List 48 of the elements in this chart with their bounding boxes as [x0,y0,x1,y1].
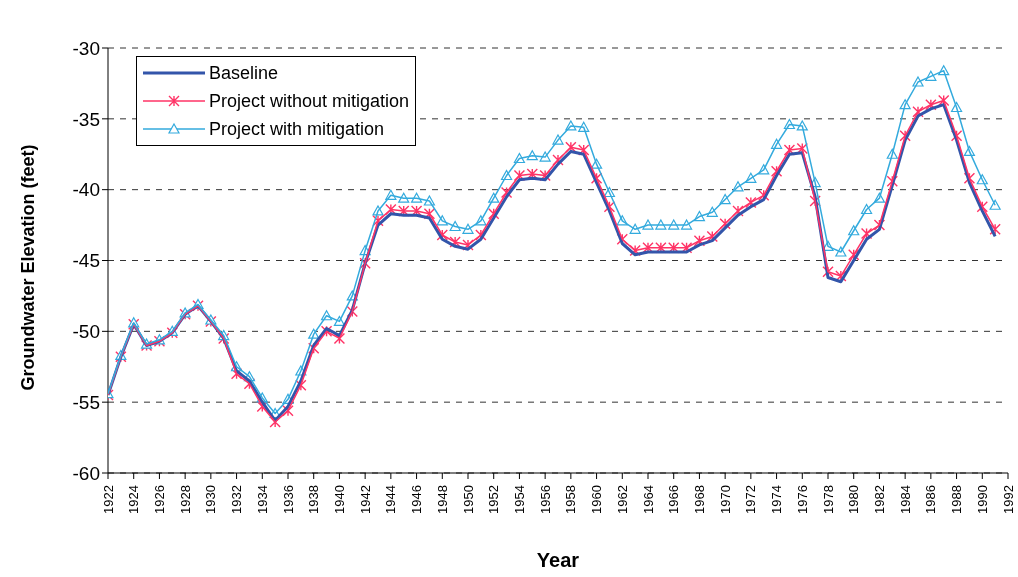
x-tick-label: 1984 [897,485,913,514]
x-tick-label: 1966 [666,485,682,514]
y-tick-label: -50 [72,321,100,343]
x-tick-label: 1946 [409,485,425,514]
y-tick-label: -45 [72,250,100,272]
x-tick-label: 1926 [151,485,167,514]
y-axis-title: Groundwater Elevation (feet) [18,144,39,391]
y-tick-label: -30 [72,37,100,59]
x-tick-label: 1986 [923,485,939,514]
x-tick-label: 1932 [229,485,245,514]
x-tick-label: 1976 [794,485,810,514]
x-tick-label: 1928 [177,485,193,514]
x-tick-label: 1958 [563,485,579,514]
x-tick-label: 1924 [126,485,142,514]
legend-label: Baseline [209,62,279,84]
x-tick-label: 1952 [486,485,502,514]
y-tick-label: -60 [72,462,100,484]
x-tick-label: 1962 [614,485,630,514]
x-tick-label: 1936 [280,485,296,514]
y-tick-label: -55 [72,391,100,413]
y-tick-label: -40 [72,179,100,201]
x-tick-label: 1970 [717,485,733,514]
x-tick-label: 1930 [203,485,219,514]
x-tick-label: 1956 [537,485,553,514]
x-axis-title: Year [536,549,580,572]
y-tick-label: -35 [72,108,100,130]
x-tick-label: 1964 [640,485,656,514]
x-tick-label: 1954 [511,485,527,514]
x-tick-label: 1992 [1000,485,1016,514]
legend-label: Project with mitigation [209,118,385,140]
x-tick-label: 1974 [769,485,785,514]
x-tick-label: 1978 [820,485,836,514]
x-tick-label: 1948 [434,485,450,514]
x-tick-label: 1990 [974,485,990,514]
x-tick-label: 1922 [100,485,116,514]
x-tick-label: 1944 [383,485,399,514]
legend-label: Project without mitigation [209,90,410,112]
x-tick-label: 1942 [357,485,373,514]
x-tick-label: 1960 [589,485,605,514]
x-tick-label: 1968 [691,485,707,514]
x-tick-label: 1988 [949,485,965,514]
x-tick-label: 1980 [846,485,862,514]
x-tick-label: 1934 [254,485,270,514]
x-tick-label: 1938 [306,485,322,514]
x-tick-label: 1940 [331,485,347,514]
x-tick-label: 1950 [460,485,476,514]
x-tick-label: 1972 [743,485,759,514]
x-tick-label: 1982 [871,485,887,514]
